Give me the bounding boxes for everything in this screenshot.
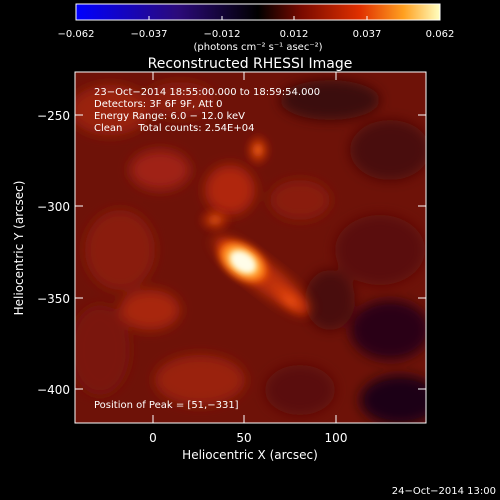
y-axis-ticks (75, 114, 426, 390)
info-line: Detectors: 3F 6F 9F, Att 0 (94, 99, 222, 110)
info-line: 23−Oct−2014 18:55:00.000 to 18:59:54.000 (94, 87, 320, 98)
plot-frame (74, 71, 427, 424)
x-axis-ticks (152, 72, 337, 423)
y-tick-label: −400 (37, 383, 70, 397)
y-tick-label: −300 (37, 200, 70, 214)
footer-date: 24−Oct−2014 13:00 (392, 486, 496, 497)
x-tick-label: 50 (236, 431, 251, 445)
plot-title: Reconstructed RHESSI Image (148, 56, 353, 72)
colorbar-tick-label: 0.037 (353, 29, 382, 40)
y-tick-label: −350 (37, 292, 70, 306)
colorbar-tick-label: −0.062 (57, 29, 94, 40)
colorbar-tick-label: 0.012 (280, 29, 309, 40)
colorbar-tick-label: 0.062 (426, 29, 455, 40)
x-tick-label: 0 (149, 431, 157, 445)
observation-info: 23−Oct−2014 18:55:00.000 to 18:59:54.000… (94, 87, 320, 134)
info-line: Energy Range: 6.0 − 12.0 keV (94, 111, 245, 122)
peak-position-label: Position of Peak = [51,−331] (94, 400, 239, 411)
colorbar-tick-label: −0.012 (203, 29, 240, 40)
y-axis-label: Heliocentric Y (arcsec) (12, 181, 26, 316)
colorbar-ticks (148, 16, 368, 20)
y-tick-label: −250 (37, 109, 70, 123)
colorbar-tick-labels: −0.062 −0.037 −0.012 0.012 0.037 0.062 (57, 29, 454, 40)
colorbar-tick-label: −0.037 (130, 29, 167, 40)
solar-image (75, 72, 426, 423)
colorbar (75, 3, 441, 21)
colorbar-units: (photons cm⁻² s⁻¹ asec⁻²) (193, 42, 322, 53)
x-axis-label: Heliocentric X (arcsec) (182, 448, 318, 462)
info-line: Clean Total counts: 2.54E+04 (94, 123, 254, 134)
x-tick-label: 100 (325, 431, 348, 445)
